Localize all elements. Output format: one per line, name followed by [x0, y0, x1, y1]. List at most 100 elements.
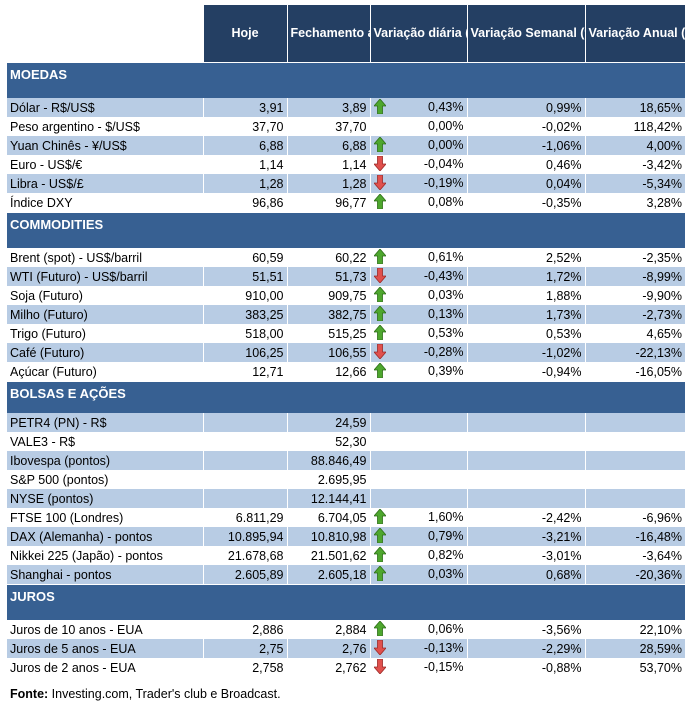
cell-variacao-diaria	[369, 432, 467, 451]
cell-hoje	[202, 432, 287, 451]
cell-variacao-anual: 22,10%	[584, 620, 685, 639]
cell-variacao-semanal	[466, 489, 585, 508]
row-name: Trigo (Futuro)	[10, 326, 86, 341]
variacao-diaria-value: -0,13%	[423, 641, 464, 655]
cell-variacao-semanal: -1,06%	[466, 136, 585, 155]
table-row: Brent (spot) - US$/barril 60,59 60,22 0,61%…	[7, 248, 685, 267]
header-variacao-diaria: Variação diária (%)	[369, 5, 467, 63]
section-row: BOLSAS E AÇÕES	[7, 381, 685, 413]
row-name: Juros de 2 anos - EUA	[10, 660, 136, 675]
cell-variacao-semanal	[466, 451, 585, 470]
variacao-diaria-value: 0,53%	[428, 326, 464, 340]
cell-fechamento: 3,89	[286, 98, 370, 117]
cell-variacao-semanal: 1,73%	[466, 305, 585, 324]
cell-variacao-diaria: -0,13%	[369, 639, 467, 658]
arrow-down-icon	[372, 174, 387, 193]
arrow-up-icon	[372, 193, 387, 212]
table-row: Juros de 2 anos - EUA 2,758 2,762 -0,15% -0,…	[7, 658, 685, 677]
cell-variacao-semanal: 0,68%	[466, 565, 585, 585]
arrow-up-icon	[372, 248, 387, 267]
cell-hoje: 3,91	[202, 98, 287, 117]
arrow-up-icon	[372, 362, 387, 381]
table-row: Juros de 10 anos - EUA 2,886 2,884 0,06% -3,…	[7, 620, 685, 639]
variacao-diaria-value: 0,43%	[428, 100, 464, 114]
cell-variacao-anual	[584, 432, 685, 451]
arrow-up-icon	[372, 305, 387, 324]
cell-variacao-diaria: 0,03%	[369, 286, 467, 305]
variacao-diaria-value: 0,79%	[428, 529, 464, 543]
cell-fechamento: 2,762	[286, 658, 370, 677]
cell-variacao-diaria: 0,08%	[369, 193, 467, 213]
variacao-diaria-value: 0,82%	[428, 548, 464, 562]
cell-variacao-diaria: 0,39%	[369, 362, 467, 382]
cell-fechamento: 51,73	[286, 267, 370, 286]
cell-hoje: 383,25	[202, 305, 287, 324]
table-row: DAX (Alemanha) - pontos 10.895,94 10.810,9…	[7, 527, 685, 546]
cell-variacao-diaria: -0,43%	[369, 267, 467, 286]
row-name: Café (Futuro)	[7, 343, 203, 362]
cell-variacao-anual	[584, 489, 685, 508]
table-row: Milho (Futuro) 383,25 382,75 0,13% 1,73% -2,7…	[7, 305, 685, 324]
cell-variacao-anual: -20,36%	[584, 565, 685, 585]
cell-variacao-anual: -16,05%	[584, 362, 685, 382]
cell-hoje	[202, 451, 287, 470]
cell-fechamento: 21.501,62	[286, 546, 370, 565]
cell-hoje: 1,14	[202, 155, 287, 174]
cell-variacao-semanal	[466, 470, 585, 489]
header-row: Hoje Fechamento anterior Variação diária…	[7, 5, 685, 63]
row-name: Dólar - R$/US$	[7, 98, 203, 117]
cell-variacao-diaria: 0,53%	[369, 324, 467, 343]
cell-fechamento: 2,76	[286, 639, 370, 658]
row-name: VALE3 - R$	[10, 434, 76, 449]
cell-variacao-diaria: -0,28%	[369, 343, 467, 362]
footer-text: Investing.com, Trader's club e Broadcast…	[48, 687, 281, 701]
cell-variacao-semanal: -0,94%	[466, 362, 585, 382]
table-row: Açúcar (Futuro) 12,71 12,66 0,39% -0,94% -16,…	[7, 362, 685, 382]
cell-fechamento: 1,14	[286, 155, 370, 174]
cell-fechamento: 6.704,05	[286, 508, 370, 527]
arrow-up-icon	[372, 620, 387, 639]
table-row: Libra - US$/£ 1,28 1,28 -0,19% 0,04% -5,34%	[7, 174, 685, 193]
cell-variacao-semanal	[466, 432, 585, 451]
header-fechamento: Fechamento anterior	[286, 5, 370, 63]
arrow-down-icon	[372, 639, 387, 658]
variacao-diaria-value: 0,61%	[428, 250, 464, 264]
row-name: S&P 500 (pontos)	[10, 472, 109, 487]
cell-variacao-anual: -8,99%	[584, 267, 685, 286]
section-title: BOLSAS E AÇÕES	[7, 381, 685, 413]
cell-variacao-anual: 3,28%	[584, 193, 685, 213]
row-name: Libra - US$/£	[7, 174, 203, 193]
cell-variacao-diaria	[369, 413, 467, 432]
header-hoje: Hoje	[202, 5, 287, 63]
variacao-diaria-value: -0,15%	[423, 660, 464, 674]
row-name: Shanghai - pontos	[7, 565, 203, 585]
table-row: Soja (Futuro) 910,00 909,75 0,03% 1,88% -9,90…	[7, 286, 685, 305]
section-row: COMMODITIES	[7, 212, 685, 248]
cell-fechamento: 2.605,18	[286, 565, 370, 585]
cell-variacao-anual: 53,70%	[584, 658, 685, 677]
cell-variacao-semanal: 0,99%	[466, 98, 585, 117]
cell-variacao-diaria: -0,19%	[369, 174, 467, 193]
variacao-diaria-value: 0,00%	[428, 138, 464, 152]
cell-variacao-diaria: 0,43%	[369, 98, 467, 117]
variacao-diaria-value: 0,13%	[428, 307, 464, 321]
cell-variacao-anual: 4,65%	[584, 324, 685, 343]
table-row: Nikkei 225 (Japão) - pontos 21.678,68 21.5…	[7, 546, 685, 565]
header-variacao-semanal: Variação Semanal (%)	[466, 5, 585, 63]
cell-variacao-diaria: 0,06%	[369, 620, 467, 639]
row-name: Açúcar (Futuro)	[10, 364, 97, 379]
cell-variacao-anual	[584, 470, 685, 489]
cell-hoje: 2,758	[202, 658, 287, 677]
cell-hoje: 37,70	[202, 117, 287, 136]
row-name: Ibovespa (pontos)	[7, 451, 203, 470]
row-name: Peso argentino - $/US$	[10, 119, 140, 134]
cell-fechamento: 24,59	[286, 413, 370, 432]
arrow-up-icon	[372, 286, 387, 305]
cell-fechamento: 382,75	[286, 305, 370, 324]
cell-variacao-semanal: -3,01%	[466, 546, 585, 565]
table-row: NYSE (pontos) 12.144,41	[7, 489, 685, 508]
cell-hoje	[202, 470, 287, 489]
table-row: WTI (Futuro) - US$/barril 51,51 51,73 -0,43…	[7, 267, 685, 286]
footer-source: Fonte: Investing.com, Trader's club e Br…	[10, 687, 281, 701]
cell-fechamento: 37,70	[286, 117, 370, 136]
